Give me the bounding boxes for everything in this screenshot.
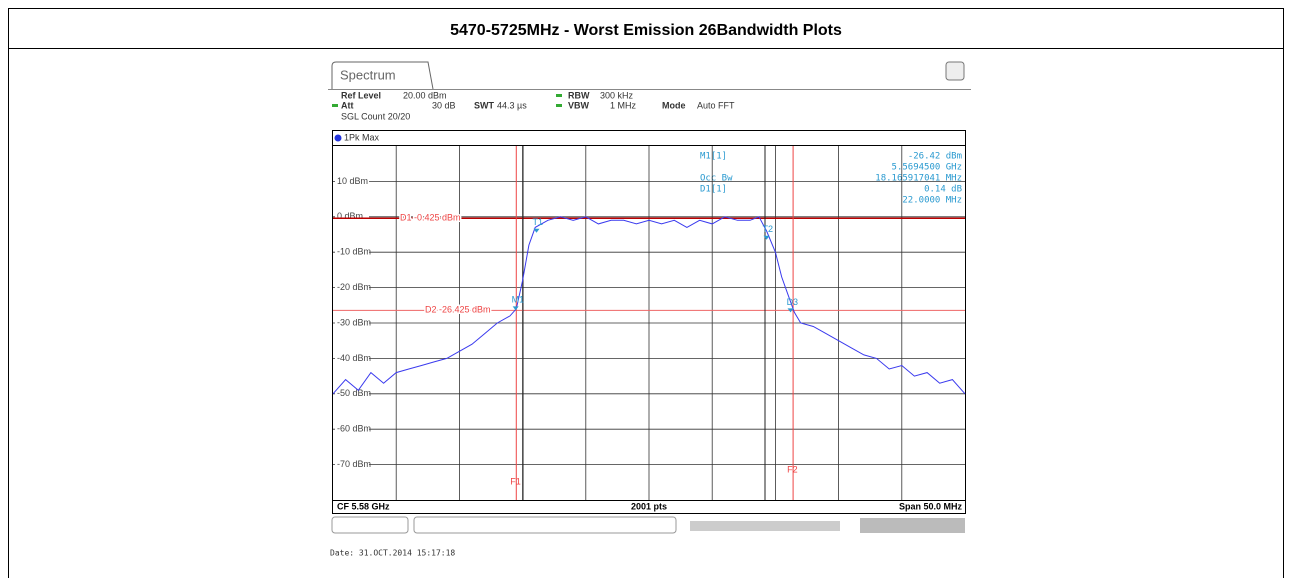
tick-label-bg (335, 176, 369, 187)
y-tick-label: -60 dBm (337, 424, 371, 434)
freq-line-label: F1 (510, 476, 521, 486)
readout-label: D1[1] (700, 185, 727, 195)
y-tick-label: 10 dBm (337, 176, 368, 186)
marker-label: D3 (787, 297, 799, 307)
menu-icon[interactable] (945, 61, 965, 81)
readout-label: M1[1] (700, 152, 727, 162)
tick-label-bg (335, 424, 369, 435)
tick-label-bg (335, 459, 369, 470)
trace-label: 1Pk Max (344, 132, 380, 142)
mode-label: Mode (662, 100, 686, 110)
indicator (556, 104, 562, 107)
trace-dot (334, 134, 342, 142)
marker (787, 308, 794, 313)
tick-label-bg (335, 211, 369, 222)
display-line-label: D2 -26.425 dBm (425, 305, 491, 315)
y-tick-label: -20 dBm (337, 282, 371, 292)
y-tick-label: 0 dBm (337, 211, 363, 221)
marker-label: M1 (512, 295, 525, 305)
vbw: 1 MHz (610, 100, 637, 110)
cf: CF 5.58 GHz (337, 501, 390, 511)
title: 5470-5725MHz - Worst Emission 26Bandwidt… (450, 22, 842, 39)
att-label: Att (341, 100, 354, 110)
y-tick-label: -40 dBm (337, 353, 371, 363)
indicator (556, 94, 562, 97)
readout-value: 5.5694500 GHz (892, 163, 962, 173)
marker (763, 235, 770, 240)
rbw-label: RBW (568, 90, 590, 100)
readout-value: 22.0000 MHz (902, 196, 962, 206)
marker (512, 306, 519, 311)
swt: 44.3 µs (497, 100, 527, 110)
tick-label-bg (335, 247, 369, 258)
y-tick-label: -70 dBm (337, 459, 371, 469)
marker-label: T2 (763, 224, 774, 234)
tick-label-bg (335, 318, 369, 328)
readout-value: 18.165917041 MHz (875, 174, 962, 184)
status-bar (690, 521, 840, 531)
marker-label: T1 (533, 217, 544, 227)
readout-label: Occ Bw (700, 174, 733, 184)
trace (332, 216, 966, 395)
y-tick-label: -30 dBm (337, 317, 371, 327)
y-tick-label: -50 dBm (337, 388, 371, 398)
display-line-label: D1 -0.425 dBm (400, 213, 461, 223)
swt-label: SWT (474, 100, 494, 110)
date: Date: 31.OCT.2014 15:17:18 (330, 549, 455, 558)
tick-label-bg (335, 282, 369, 293)
y-tick-label: -10 dBm (337, 247, 371, 257)
ref-level: 20.00 dBm (403, 90, 447, 100)
rbw: 300 kHz (600, 90, 634, 100)
freq-line-label: F2 (787, 464, 798, 474)
span: Span 50.0 MHz (899, 501, 963, 511)
points: 2001 pts (631, 501, 667, 511)
tab-label: Spectrum (340, 67, 396, 82)
marker (533, 228, 540, 233)
readout-value: 0.14 dB (924, 185, 962, 195)
att: 30 dB (432, 100, 456, 110)
indicator (332, 104, 338, 107)
tab (331, 61, 434, 90)
table-border (8, 8, 1284, 578)
status-bar (860, 518, 965, 533)
status-box (413, 516, 677, 534)
status-box (331, 516, 409, 534)
mode: Auto FFT (697, 100, 735, 110)
tick-label-bg (335, 388, 369, 399)
readout-value: -26.42 dBm (908, 152, 962, 162)
sgl-count: SGL Count 20/20 (341, 111, 410, 121)
vbw-label: VBW (568, 100, 590, 110)
ref-level-label: Ref Level (341, 90, 381, 100)
tick-label-bg (335, 353, 369, 364)
